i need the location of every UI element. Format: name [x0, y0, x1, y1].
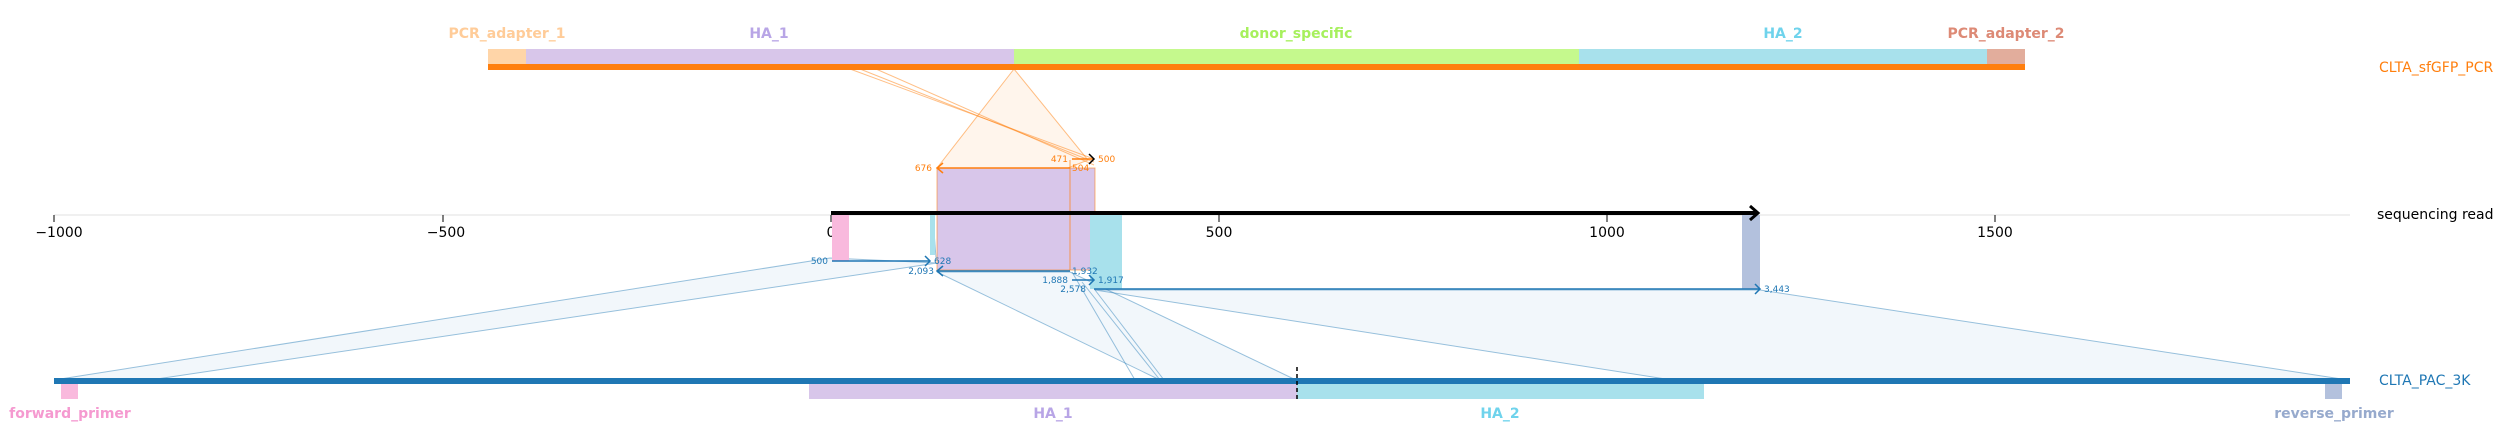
pcr-feature-donor-specific: [1014, 49, 1579, 65]
pcr-feature-pcr-adapter-2: [1987, 49, 2025, 65]
pcr-label-ha-1: HA_1: [749, 26, 788, 42]
pac-arrowhead: [1088, 274, 1096, 286]
pcr-label-pcr-adapter-1: PCR_adapter_1: [448, 26, 565, 42]
pac-arrowhead: [935, 265, 944, 277]
pac-label-ha-2: HA_2: [1480, 406, 1519, 422]
axis-tick-label: −500: [427, 225, 465, 241]
pcr-arrowhead: [935, 162, 944, 174]
pac-target-line: [54, 378, 2350, 384]
axis-tick-label: 500: [1206, 225, 1233, 241]
read-ha2-block: [1090, 215, 1122, 289]
axis-tick-label: 1500: [1977, 225, 2013, 241]
pac-arrowhead: [1754, 283, 1762, 295]
read-reverse-primer-block: [1742, 215, 1760, 289]
pac-label-ha-1: HA_1: [1033, 406, 1072, 422]
pac-connection-line: [1081, 281, 1161, 381]
pac-feature-forward-primer: [61, 384, 78, 399]
pac-feature-ha-1: [809, 384, 1297, 399]
pac-label-reverse-primer: reverse_primer: [2274, 406, 2394, 422]
coord-label: 2,093: [908, 267, 934, 277]
pac-label-forward-primer: forward_primer: [9, 406, 131, 422]
pcr-feature-ha-2: [1579, 49, 1987, 65]
pac-connection-line: [1091, 285, 1165, 381]
read-forward-primer-block: [832, 215, 849, 261]
pac-target: forward_primer HA_1 HA_2 reverse_primer …: [9, 367, 2471, 422]
pac-connection-left: [53, 257, 938, 381]
pcr-arrowhead: [1088, 153, 1096, 165]
read-axis: −1000 −500 0 500 1000 1500 sequencing re…: [35, 153, 2493, 295]
pcr-target-line: [488, 64, 2025, 70]
coord-label: 500: [1098, 155, 1115, 165]
read-ha1-alignment: [936, 167, 1096, 271]
coord-label: 500: [811, 257, 828, 267]
sequencing-read-arrowhead: [1749, 204, 1761, 222]
pac-target-name: CLTA_PAC_3K: [2379, 373, 2471, 389]
axis-tick-label: 1000: [1589, 225, 1625, 241]
pcr-connection-ha1: [935, 68, 1089, 169]
pac-feature-ha-2: [1297, 384, 1704, 399]
pcr-label-donor-specific: donor_specific: [1240, 26, 1353, 42]
pcr-label-pcr-adapter-2: PCR_adapter_2: [1947, 26, 2064, 42]
coord-label: 471: [1051, 155, 1068, 165]
coord-label: 2,578: [1060, 285, 1086, 295]
pcr-feature-ha-1: [526, 49, 1014, 65]
pcr-feature-pcr-adapter-1: [488, 49, 526, 65]
pac-arrowhead: [924, 255, 932, 267]
pac-connection-line: [1071, 271, 1136, 381]
coord-label: 3,443: [1764, 285, 1790, 295]
pcr-target-name: CLTA_sfGFP_PCR: [2379, 60, 2493, 76]
pcr-connection-line: [859, 68, 1095, 163]
coord-label: 1,888: [1042, 276, 1068, 286]
coord-label: 1,917: [1098, 276, 1124, 286]
pac-connection-right: [1094, 289, 2349, 381]
sequencing-read-name: sequencing read: [2377, 207, 2493, 223]
coord-label: 676: [915, 164, 932, 174]
read-ha2-thin-block: [930, 215, 935, 255]
pcr-label-ha-2: HA_2: [1763, 26, 1802, 42]
axis-tick-label: 0: [827, 225, 836, 241]
pcr-target: PCR_adapter_1 HA_1 donor_specific HA_2 P…: [448, 26, 2493, 76]
axis-tick-label: −1000: [35, 225, 82, 241]
pcr-connection-line: [875, 68, 1095, 166]
coord-label: 628: [934, 257, 951, 267]
coord-label: 504: [1072, 164, 1089, 174]
pac-feature-reverse-primer: [2325, 384, 2342, 399]
coord-label: 1,932: [1072, 267, 1098, 277]
alignment-connections: [53, 68, 2349, 381]
